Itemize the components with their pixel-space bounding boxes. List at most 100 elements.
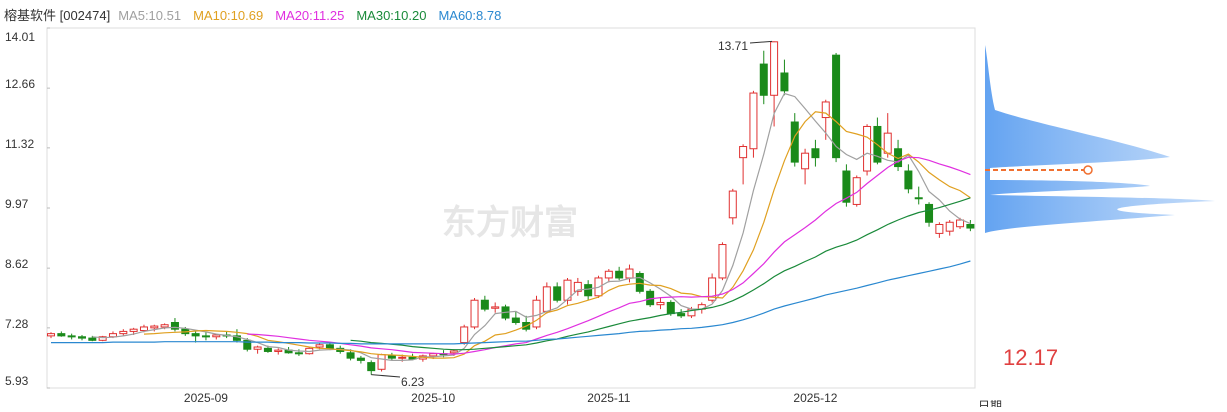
candle-body (160, 324, 169, 328)
candle-body (77, 336, 86, 339)
candle-body (253, 346, 262, 350)
candle-body (367, 362, 376, 372)
candle-body (739, 146, 748, 159)
legend-entry: MA5:10.51 (118, 8, 181, 23)
candle-body (98, 336, 107, 341)
candle-body (511, 317, 520, 324)
candle-body (832, 54, 841, 159)
y-tick-label: 11.32 (5, 137, 34, 151)
candle-body (212, 334, 221, 338)
candle-body (294, 352, 303, 355)
candle-body (852, 177, 861, 205)
candle-body (57, 333, 66, 337)
y-tick-label: 12.66 (5, 77, 35, 91)
candle-body (708, 277, 717, 301)
candle-body (315, 344, 324, 348)
candle-body (811, 148, 820, 159)
candle-body (635, 272, 644, 292)
candle-body (584, 284, 593, 297)
candle-body (460, 326, 469, 344)
legend-entry: MA20:11.25 (275, 8, 344, 23)
candle-body (604, 270, 613, 279)
candle-body (666, 301, 675, 315)
chart-title: 榕基软件 [002474] (4, 8, 110, 23)
candle-body (88, 337, 97, 341)
x-tick-label: 2025-12 (793, 391, 837, 405)
chip-distribution: 12.17 日期 (978, 45, 1215, 412)
annotation-pointer (371, 374, 401, 378)
ma-line (247, 156, 971, 355)
side-price: 12.17 (1003, 345, 1058, 370)
y-tick-label: 8.62 (5, 257, 29, 271)
ma-line (350, 197, 971, 351)
candle-body (904, 170, 913, 190)
candle-body (377, 354, 386, 370)
candle-body (656, 301, 665, 306)
candle-body (770, 41, 779, 96)
y-tick-label: 9.97 (5, 197, 29, 211)
candle-body (480, 299, 489, 310)
legend-entry: MA30:10.20 (356, 8, 426, 23)
y-tick-label: 5.93 (5, 374, 29, 388)
legend-entry: MA60:8.78 (438, 8, 501, 23)
candle-body (491, 306, 500, 309)
candle-body (718, 244, 727, 279)
candle-body (470, 299, 479, 328)
candle-body (129, 328, 138, 332)
annotation: 6.23 (401, 375, 425, 389)
candle-body (914, 197, 923, 200)
candle-body (429, 353, 438, 357)
candle-body (563, 279, 572, 301)
candle-body (263, 347, 272, 352)
candle-body (966, 223, 975, 229)
x-tick-label: 2025-10 (411, 391, 455, 405)
cost-dot (1083, 165, 1093, 175)
candle-body (821, 101, 830, 119)
candle-body (883, 132, 892, 154)
chip-shape (985, 45, 1215, 233)
candle-body (842, 170, 851, 203)
candle-body (615, 270, 624, 279)
ma-line (92, 92, 971, 361)
candle-body (139, 326, 148, 332)
candle-body (935, 223, 944, 234)
candle-body (749, 92, 758, 150)
candle-body (201, 335, 210, 338)
candle-body (449, 350, 458, 354)
legend-entry: MA10:10.69 (193, 8, 263, 23)
candle-body (346, 352, 355, 359)
candle-body (945, 221, 954, 232)
candle-body (325, 344, 334, 349)
candle-body (274, 349, 283, 352)
candle-body (398, 356, 407, 359)
candle-body (956, 219, 965, 228)
candle-body (863, 125, 872, 172)
candle-body (387, 355, 396, 359)
candle-body (801, 152, 810, 170)
candle-body (677, 313, 686, 317)
candle-body (542, 286, 551, 312)
annotation: 13.71 (718, 39, 748, 53)
candle-body (925, 203, 934, 223)
candle-body (408, 356, 417, 360)
x-tick-label: 2025-09 (184, 391, 228, 405)
candle-body (191, 333, 200, 337)
candle-body (759, 63, 768, 96)
watermark: 东方财富 (442, 203, 578, 242)
candle-body (243, 339, 252, 350)
candle-body (119, 330, 128, 335)
candle-body (356, 357, 365, 361)
candle-body (170, 322, 179, 330)
candle-body (553, 286, 562, 301)
candle-body (573, 281, 582, 292)
candle-body (150, 325, 159, 329)
candle-body (728, 190, 737, 219)
candle-body (625, 268, 634, 279)
candle-body (532, 299, 541, 328)
candle-body (47, 333, 55, 337)
y-tick-label: 7.28 (5, 317, 29, 331)
candle-body (790, 121, 799, 163)
candle-body (67, 335, 76, 338)
candle-body (780, 72, 789, 92)
